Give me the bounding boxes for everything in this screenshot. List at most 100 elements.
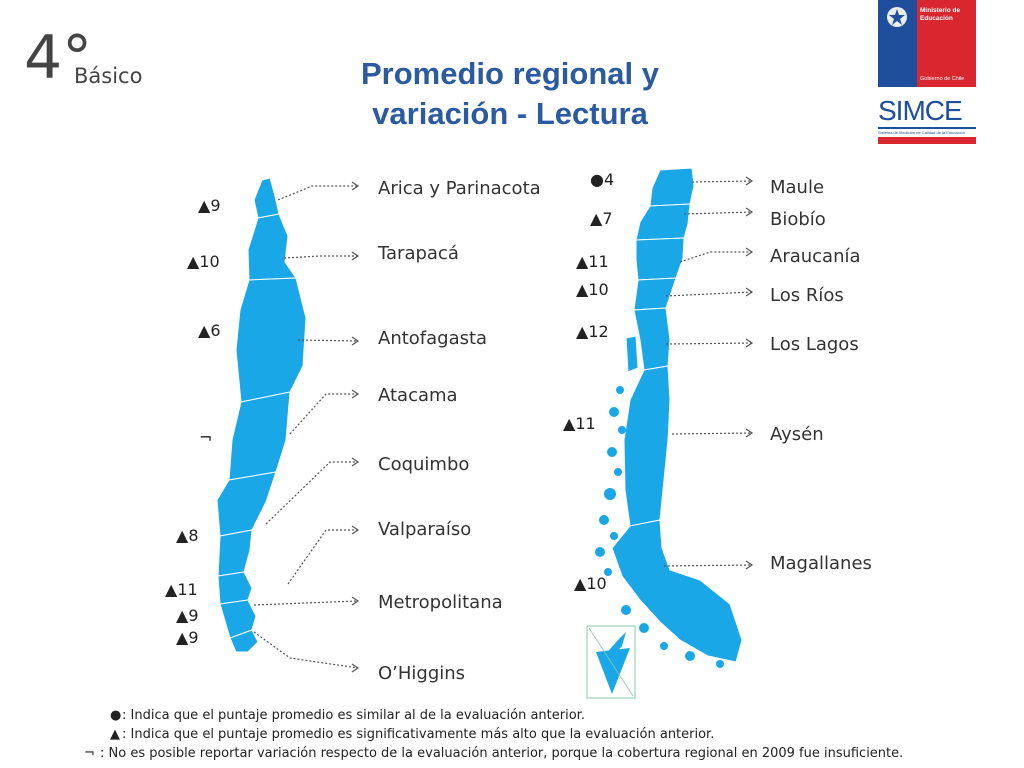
legend-text: : Indica que el puntaje promedio es simi…	[122, 708, 585, 723]
map-region-ohiggins	[219, 599, 257, 639]
legend-row-higher: ▲: Indica que el puntaje promedio es sig…	[110, 725, 903, 744]
title-line-1: Promedio regional y	[360, 56, 659, 91]
score-metropolitana: ▲11	[165, 580, 198, 599]
right-connectors	[663, 180, 753, 567]
right-arrowheads	[745, 176, 754, 570]
score-tarapaca: ▲10	[187, 252, 220, 271]
score-loslagos: ▲12	[576, 322, 609, 341]
government-label: Gobierno de Chile	[920, 76, 965, 82]
simce-tagline: Sistema de Medición de Calidad de la Edu…	[878, 130, 965, 135]
map-region-valparaiso	[217, 529, 253, 577]
region-label-valparaiso: Valparaíso	[378, 519, 472, 540]
legend-not-icon: ¬	[84, 746, 95, 761]
score-aysen: ▲11	[563, 414, 596, 433]
score-magallanes: ▲10	[574, 574, 607, 593]
score-symbol: ▲	[176, 526, 189, 545]
score-value: 4	[603, 170, 615, 189]
region-label-tarapaca: Tarapacá	[378, 243, 459, 264]
left-connectors	[253, 185, 359, 669]
map-region-tarapaca	[247, 213, 297, 281]
score-value: 8	[188, 526, 199, 545]
page-title: Promedio regional y variación - Lectura	[250, 54, 770, 134]
score-symbol: ▲	[198, 321, 211, 340]
region-label-arica: Arica y Parinacota	[378, 178, 541, 199]
legend-circle-icon: ●	[110, 708, 122, 723]
score-ohiggins: ▲9	[176, 606, 199, 625]
score-araucania: ▲11	[576, 252, 609, 271]
region-label-aysen: Aysén	[770, 424, 824, 445]
score-symbol: ▲	[176, 628, 189, 647]
score-value: 11	[177, 580, 198, 599]
score-losrios: ▲10	[576, 280, 609, 299]
simce-red-bar	[878, 137, 976, 144]
grade-label: Básico	[74, 64, 143, 88]
legend-triangle-icon: ▲	[110, 727, 120, 742]
score-value: 12	[588, 322, 609, 341]
south-islands	[595, 386, 724, 668]
score-symbol: ▲	[187, 252, 200, 271]
map-region-coquimbo	[216, 471, 277, 537]
ministry-logo: Ministerio de Educación Gobierno de Chil…	[878, 0, 976, 87]
legend-text: : Indica que el puntaje promedio es sign…	[122, 727, 715, 742]
map-region-chiloe	[625, 335, 639, 373]
region-label-magallanes: Magallanes	[770, 553, 872, 574]
score-symbol: ▲	[176, 606, 189, 625]
north-map	[216, 177, 307, 653]
score-symbol: ¬	[199, 428, 213, 447]
score-antofagasta: ▲6	[198, 321, 221, 340]
score-value: 6	[210, 321, 221, 340]
grade-number: 4°	[24, 23, 93, 93]
score-value: 9	[210, 196, 221, 215]
region-label-coquimbo: Coquimbo	[378, 454, 470, 475]
score-value: 7	[602, 209, 613, 228]
title-line-2: variación - Lectura	[372, 96, 648, 131]
map-region-loslagos	[633, 307, 671, 371]
map-region-metropolitana	[217, 571, 253, 605]
score-atacama: ¬	[199, 428, 212, 447]
region-label-metropolitana: Metropolitana	[378, 592, 503, 613]
score-symbol: ▲	[576, 252, 589, 271]
ministry-line-2: Educación	[920, 15, 953, 22]
score-value: 10	[199, 252, 220, 271]
region-label-maule: Maule	[770, 177, 825, 198]
score-arica: ▲9	[198, 196, 221, 215]
simce-wordmark: SIMCE	[878, 95, 963, 126]
map-region-losrios	[633, 277, 677, 311]
score-biobio: ▲7	[590, 209, 613, 228]
map-region-atacama	[228, 391, 291, 481]
legend-row-unavailable: ¬: No es posible reportar variación resp…	[84, 744, 903, 763]
score-maule: ●4	[590, 170, 614, 189]
map-region-magallanes	[611, 519, 743, 663]
map-region-arica	[253, 177, 280, 219]
score-symbol: ▲	[563, 414, 576, 433]
region-label-loslagos: Los Lagos	[770, 334, 859, 355]
simce-divider	[878, 127, 976, 129]
map-region-aysen	[623, 365, 671, 527]
ministry-name: Ministerio de Educación	[920, 7, 960, 23]
simce-logo: SIMCE Sistema de Medición de Calidad de …	[878, 96, 976, 144]
score-symbol: ▲	[165, 580, 178, 599]
south-map	[611, 167, 743, 663]
map-region-araucania	[635, 237, 685, 281]
ministry-line-1: Ministerio de	[920, 7, 961, 14]
region-label-antofagasta: Antofagasta	[378, 328, 488, 349]
score-value: 10	[586, 574, 607, 593]
legend: ●: Indica que el puntaje promedio es sim…	[84, 706, 903, 763]
map-region-maule-north	[229, 629, 259, 653]
region-label-ohiggins: O’Higgins	[378, 663, 466, 684]
score-symbol: ▲	[590, 209, 603, 228]
score-symbol: ▲	[198, 196, 211, 215]
score-symbol: ●	[590, 170, 604, 189]
region-label-biobio: Biobío	[770, 209, 826, 230]
score-symbol: ▲	[576, 280, 589, 299]
antarctic-inset	[586, 625, 636, 699]
score-value: 10	[588, 280, 609, 299]
map-region-antofagasta	[235, 277, 307, 403]
legend-row-similar: ●: Indica que el puntaje promedio es sim…	[110, 706, 903, 725]
coat-of-arms-icon	[887, 7, 907, 27]
region-label-araucania: Araucanía	[770, 246, 861, 267]
score-valparaiso: ▲8	[176, 526, 199, 545]
map-region-biobio	[635, 203, 691, 241]
score-value: 11	[588, 252, 609, 271]
